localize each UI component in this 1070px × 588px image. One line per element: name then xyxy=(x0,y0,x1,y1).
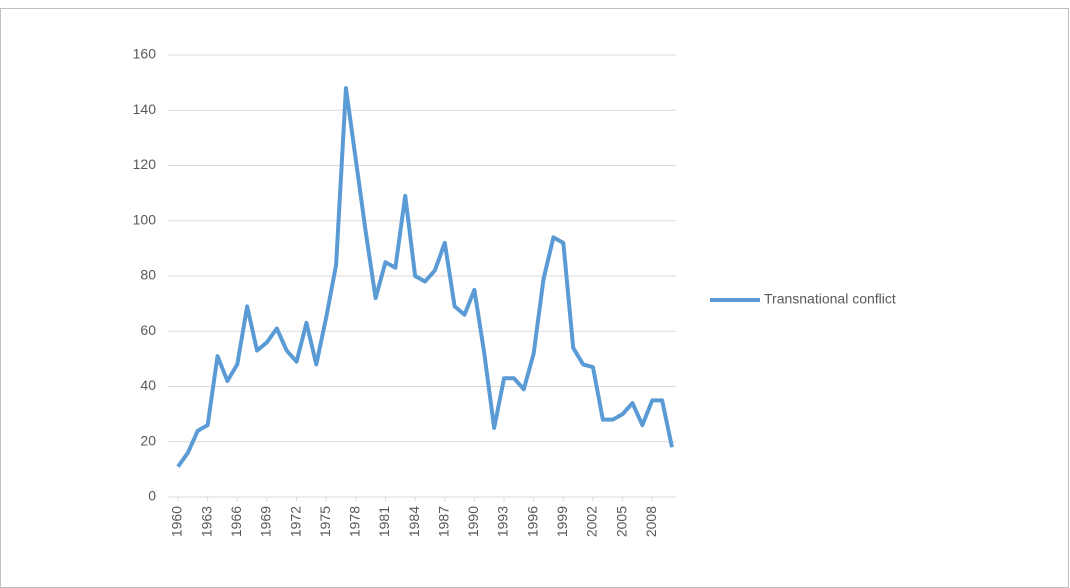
y-tick-label: 0 xyxy=(148,488,156,504)
y-tick-label: 140 xyxy=(133,101,157,117)
x-tick-label: 1963 xyxy=(198,506,214,537)
x-tick-label: 1981 xyxy=(376,506,392,537)
series-line xyxy=(176,86,674,468)
y-tick-label: 60 xyxy=(140,322,156,338)
x-tick-label: 1996 xyxy=(524,506,540,537)
x-tick-label: 1960 xyxy=(169,506,185,537)
y-tick-label: 40 xyxy=(140,377,156,393)
y-tick-label: 100 xyxy=(133,211,157,227)
x-tick-label: 1990 xyxy=(465,506,481,537)
x-tick-label: 1984 xyxy=(406,506,422,537)
y-tick-label: 120 xyxy=(133,156,157,172)
y-tick-label: 160 xyxy=(133,46,157,62)
y-tick-label: 20 xyxy=(140,432,156,448)
x-tick-label: 1978 xyxy=(347,506,363,537)
frame xyxy=(0,8,1069,588)
x-tick-label: 1966 xyxy=(228,506,244,537)
x-tick-label: 1999 xyxy=(554,506,570,537)
legend-label: Transnational conflict xyxy=(764,291,896,307)
x-tick-label: 2008 xyxy=(643,506,659,537)
y-tick-label: 80 xyxy=(140,267,156,283)
x-tick-label: 1987 xyxy=(435,506,451,537)
x-tick-label: 1993 xyxy=(495,506,511,537)
x-tick-label: 2002 xyxy=(584,506,600,537)
x-tick-label: 1969 xyxy=(258,506,274,537)
x-tick-label: 1975 xyxy=(317,506,333,537)
x-tick-label: 1972 xyxy=(287,506,303,537)
x-tick-label: 2005 xyxy=(613,506,629,537)
